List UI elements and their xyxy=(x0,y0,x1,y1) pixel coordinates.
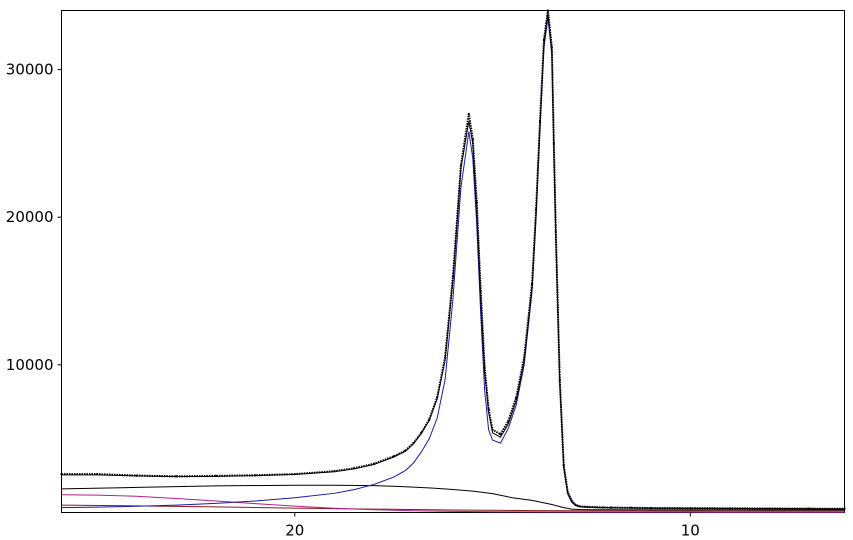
data-point xyxy=(807,507,811,510)
data-point xyxy=(728,507,731,510)
x-tick-label: 10 xyxy=(681,522,700,540)
y-tick-label: 10000 xyxy=(6,356,54,374)
data-point xyxy=(392,455,395,458)
data-point xyxy=(542,38,546,42)
data-point xyxy=(214,474,217,477)
data-point xyxy=(135,474,138,477)
data-point xyxy=(293,473,296,476)
plot-frame xyxy=(61,10,845,513)
series-observed-line xyxy=(61,10,845,510)
data-point xyxy=(629,506,633,509)
data-point xyxy=(843,507,846,510)
data-point xyxy=(550,46,553,49)
x-axis: 20 10 xyxy=(285,512,700,540)
y-tick-label: 30000 xyxy=(6,61,54,79)
data-point xyxy=(459,164,463,167)
data-point xyxy=(60,473,63,476)
data-point xyxy=(602,506,605,509)
data-point xyxy=(594,506,597,509)
data-point xyxy=(689,507,692,510)
data-point xyxy=(534,208,538,211)
data-point xyxy=(546,9,550,12)
data-point xyxy=(499,433,502,436)
data-point xyxy=(175,475,178,478)
data-point xyxy=(566,490,569,493)
data-point xyxy=(487,408,490,411)
data-point xyxy=(451,275,455,278)
data-point xyxy=(649,506,652,510)
x-tick-label: 20 xyxy=(285,522,304,540)
data-point xyxy=(483,366,486,369)
data-point xyxy=(404,449,407,452)
data-point xyxy=(610,506,613,509)
data-point xyxy=(578,505,581,508)
data-point xyxy=(530,282,534,285)
data-point xyxy=(471,137,474,141)
data-point xyxy=(562,464,565,467)
data-point xyxy=(467,112,470,115)
data-point xyxy=(507,419,510,423)
series-layer xyxy=(60,9,846,513)
data-point xyxy=(558,378,561,381)
data-point xyxy=(479,289,482,293)
series-background-component-line xyxy=(61,504,845,512)
data-point xyxy=(420,431,423,434)
data-point xyxy=(538,120,542,123)
data-point xyxy=(491,428,494,431)
data-point xyxy=(428,418,431,421)
data-point xyxy=(768,507,771,510)
data-point xyxy=(95,473,99,476)
data-point xyxy=(570,499,573,502)
y-axis: 10000 20000 30000 xyxy=(6,61,62,374)
data-point xyxy=(475,201,478,204)
data-point xyxy=(574,503,577,506)
series-broad-component-line xyxy=(61,494,845,513)
data-point xyxy=(443,356,447,359)
data-point xyxy=(333,470,336,473)
data-point xyxy=(353,467,356,470)
data-point xyxy=(586,505,589,508)
series-baseline-component-line xyxy=(61,484,845,511)
data-point xyxy=(523,356,526,359)
data-point xyxy=(515,396,518,399)
y-tick-label: 20000 xyxy=(6,208,54,226)
data-point xyxy=(554,230,557,234)
data-point xyxy=(254,474,257,477)
data-point xyxy=(372,462,376,465)
data-point xyxy=(412,442,415,445)
data-point xyxy=(436,396,439,399)
data-point xyxy=(552,142,555,145)
series-total-fit-line xyxy=(61,13,845,510)
